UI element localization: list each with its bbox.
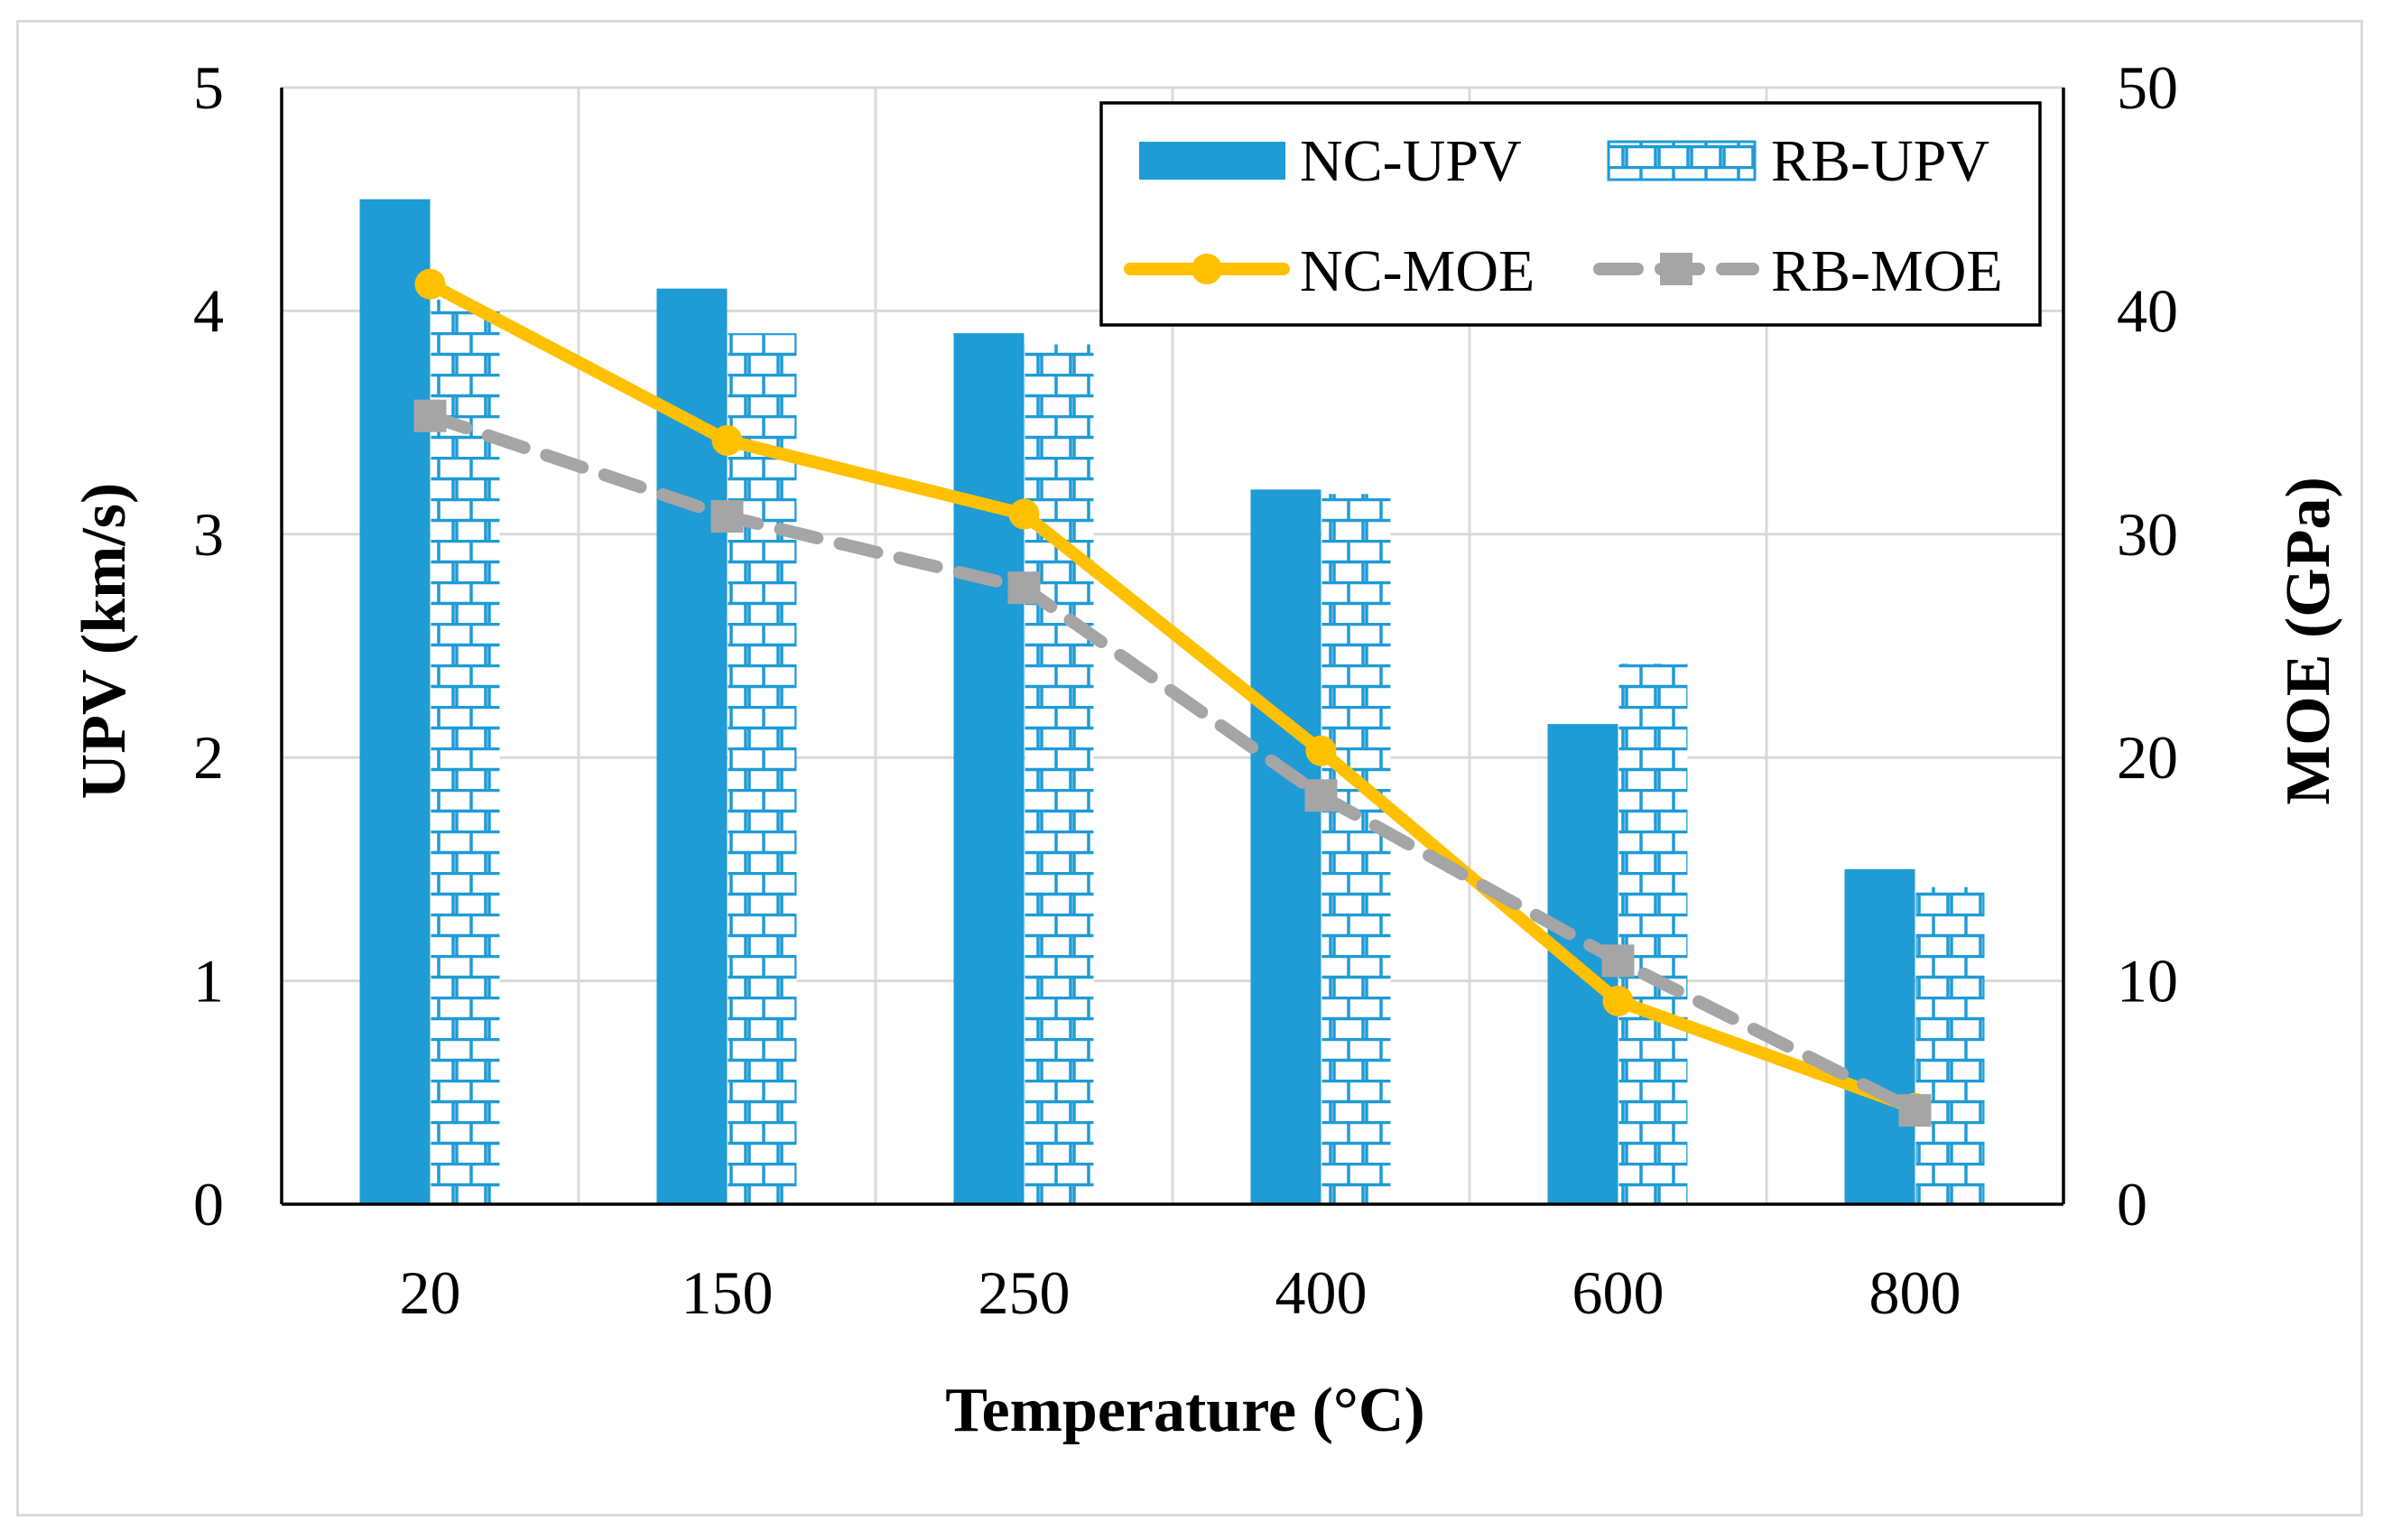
bar-rb-upv xyxy=(1025,344,1094,1204)
line-nc-moe xyxy=(423,277,1922,1115)
legend: NC-UPV RB-UPV NC-MOE RB-MOE xyxy=(1099,101,2042,327)
y-axis-title: UPV (km/s) xyxy=(70,483,139,800)
bar-rb-upv xyxy=(1321,494,1391,1204)
x-tick-label: 600 xyxy=(1572,1258,1664,1327)
y-tick-label: 0 xyxy=(193,1170,224,1238)
bar-nc-upv xyxy=(359,199,431,1205)
y2-tick-label: 50 xyxy=(2117,53,2178,122)
x-axis-title: Temperature (°C) xyxy=(945,1376,1425,1445)
legend-label-nc-upv: NC-UPV xyxy=(1300,128,1522,194)
x-tick-label: 150 xyxy=(682,1258,774,1327)
x-tick-label: 250 xyxy=(978,1258,1071,1327)
legend-marker-nc-moe xyxy=(1192,254,1222,284)
y-tick-label: 3 xyxy=(193,500,224,569)
legend-swatch-nc-upv xyxy=(1139,142,1285,180)
marker-rb-moe xyxy=(1898,1094,1932,1127)
legend-box xyxy=(1099,101,2042,327)
y-tick-label: 1 xyxy=(193,947,224,1016)
y2-axis-title: MOE (GPa) xyxy=(2274,477,2343,805)
legend-label-rb-moe: RB-MOE xyxy=(1771,238,2003,304)
marker-rb-moe xyxy=(413,399,447,432)
marker-nc-moe xyxy=(1305,735,1337,766)
marker-rb-moe xyxy=(1601,944,1635,978)
marker-rb-moe xyxy=(1007,571,1041,605)
marker-rb-moe xyxy=(1304,779,1338,812)
bar-nc-upv xyxy=(953,333,1025,1204)
legend-marker-rb-moe xyxy=(1660,253,1692,285)
lines xyxy=(413,268,1932,1127)
marker-nc-moe xyxy=(1008,498,1040,530)
line-rb-moe xyxy=(423,409,1922,1118)
y-tick-label: 5 xyxy=(193,53,224,122)
bar-nc-upv xyxy=(1250,489,1321,1204)
legend-label-nc-moe: NC-MOE xyxy=(1300,238,1535,304)
legend-swatch-rb-upv xyxy=(1607,140,1757,181)
bar-rb-upv xyxy=(1618,663,1688,1204)
marker-nc-moe xyxy=(1602,985,1634,1016)
y2-tick-label: 0 xyxy=(2117,1170,2147,1238)
axes xyxy=(280,88,2065,1206)
x-tick-label: 400 xyxy=(1275,1258,1368,1327)
marker-nc-moe xyxy=(711,424,743,456)
bar-nc-upv xyxy=(1844,868,1915,1204)
y-tick-label: 4 xyxy=(193,276,224,345)
y-tick-label: 2 xyxy=(193,723,224,792)
y2-tick-label: 30 xyxy=(2117,500,2178,569)
x-tick-label: 800 xyxy=(1869,1258,1961,1327)
bar-rb-upv xyxy=(431,300,500,1204)
y2-tick-label: 40 xyxy=(2117,276,2178,345)
bar-rb-upv xyxy=(1915,886,1985,1204)
marker-nc-moe xyxy=(414,268,446,300)
legend-label-rb-upv: RB-UPV xyxy=(1771,128,1989,194)
bars xyxy=(359,199,1985,1205)
x-tick-label: 20 xyxy=(400,1258,461,1327)
bar-rb-upv xyxy=(728,333,797,1204)
marker-rb-moe xyxy=(710,500,744,533)
y2-tick-label: 20 xyxy=(2117,723,2178,792)
y2-tick-label: 10 xyxy=(2117,947,2178,1016)
